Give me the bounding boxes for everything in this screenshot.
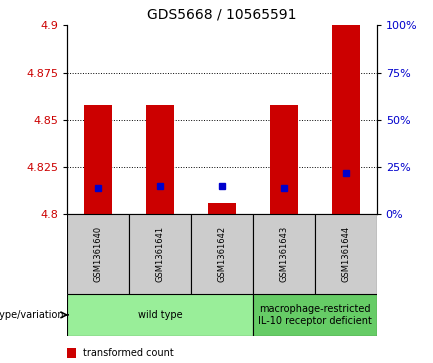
Text: wild type: wild type (138, 310, 182, 320)
Text: GSM1361640: GSM1361640 (94, 226, 103, 282)
Bar (332, 25, 360, 214)
Text: genotype/variation: genotype/variation (0, 310, 64, 320)
Bar (67, 294, 253, 336)
Bar (146, 105, 174, 214)
Bar (129, 214, 191, 294)
Bar (67, 348, 76, 358)
Bar (67, 214, 129, 294)
Bar (84, 105, 112, 214)
Bar (270, 105, 298, 214)
Text: macrophage-restricted
IL-10 receptor deficient: macrophage-restricted IL-10 receptor def… (258, 304, 372, 326)
Text: GSM1361642: GSM1361642 (217, 226, 226, 282)
Bar (253, 294, 377, 336)
Text: transformed count: transformed count (83, 348, 173, 358)
Bar (315, 214, 377, 294)
Bar (253, 214, 315, 294)
Bar (191, 214, 253, 294)
Text: GSM1361644: GSM1361644 (341, 226, 350, 282)
Title: GDS5668 / 10565591: GDS5668 / 10565591 (147, 8, 297, 21)
Bar (208, 203, 236, 214)
Text: GSM1361643: GSM1361643 (279, 226, 288, 282)
Text: GSM1361641: GSM1361641 (155, 226, 165, 282)
